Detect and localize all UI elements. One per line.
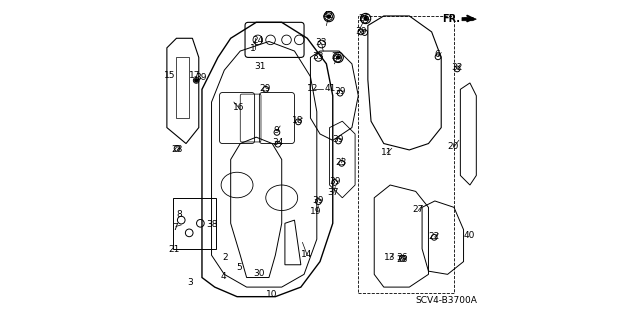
Text: 40: 40	[463, 231, 475, 240]
Text: 14: 14	[301, 250, 312, 259]
Text: 28: 28	[397, 255, 408, 263]
Text: 39: 39	[313, 196, 324, 205]
Circle shape	[195, 78, 198, 82]
Text: 5: 5	[237, 263, 243, 271]
Text: 25: 25	[332, 52, 342, 61]
Text: 11: 11	[381, 148, 392, 157]
Text: 38: 38	[206, 220, 218, 229]
Text: 42: 42	[323, 11, 333, 20]
Text: 24: 24	[253, 36, 264, 45]
Text: 22: 22	[429, 232, 440, 241]
Text: 31: 31	[255, 62, 266, 71]
Text: 36: 36	[396, 253, 408, 262]
Text: 21: 21	[168, 245, 180, 254]
Circle shape	[364, 16, 368, 21]
Text: 16: 16	[233, 103, 244, 112]
Text: 3: 3	[188, 278, 193, 287]
Text: 17: 17	[189, 71, 200, 80]
Text: 41: 41	[325, 84, 336, 93]
Text: 10: 10	[266, 290, 277, 299]
Text: FR.: FR.	[442, 14, 460, 24]
Bar	[358, 16, 454, 293]
Text: 33: 33	[316, 38, 326, 47]
Text: 33: 33	[312, 52, 323, 61]
Text: 19: 19	[310, 207, 322, 216]
Text: 20: 20	[447, 142, 459, 151]
Text: 29: 29	[259, 84, 271, 93]
Text: 23: 23	[335, 158, 347, 167]
Text: 1: 1	[250, 44, 256, 53]
Text: 12: 12	[307, 84, 319, 93]
Text: 6: 6	[435, 50, 440, 59]
Text: 39: 39	[355, 27, 367, 36]
Text: 8: 8	[176, 210, 182, 219]
Text: 39: 39	[334, 87, 346, 96]
Polygon shape	[462, 18, 476, 21]
Text: 18: 18	[292, 116, 303, 125]
Bar	[173, 198, 216, 249]
Text: 15: 15	[164, 71, 175, 80]
Text: 39: 39	[196, 73, 207, 82]
Text: SCV4-B3700A: SCV4-B3700A	[415, 296, 477, 305]
Text: 2: 2	[222, 253, 228, 262]
Text: 13: 13	[384, 253, 396, 262]
Text: 34: 34	[272, 138, 284, 147]
Text: 32: 32	[451, 63, 462, 72]
Text: 39: 39	[333, 135, 344, 144]
Text: 28: 28	[172, 145, 183, 154]
Text: 26: 26	[358, 14, 370, 23]
Text: 27: 27	[412, 205, 423, 214]
Text: 4: 4	[221, 272, 227, 281]
Text: 9: 9	[273, 126, 279, 135]
Text: 37: 37	[327, 188, 339, 197]
Text: 7: 7	[172, 223, 178, 232]
Circle shape	[336, 55, 340, 60]
Text: 30: 30	[253, 269, 264, 278]
Text: 39: 39	[329, 177, 340, 186]
Circle shape	[326, 14, 331, 19]
